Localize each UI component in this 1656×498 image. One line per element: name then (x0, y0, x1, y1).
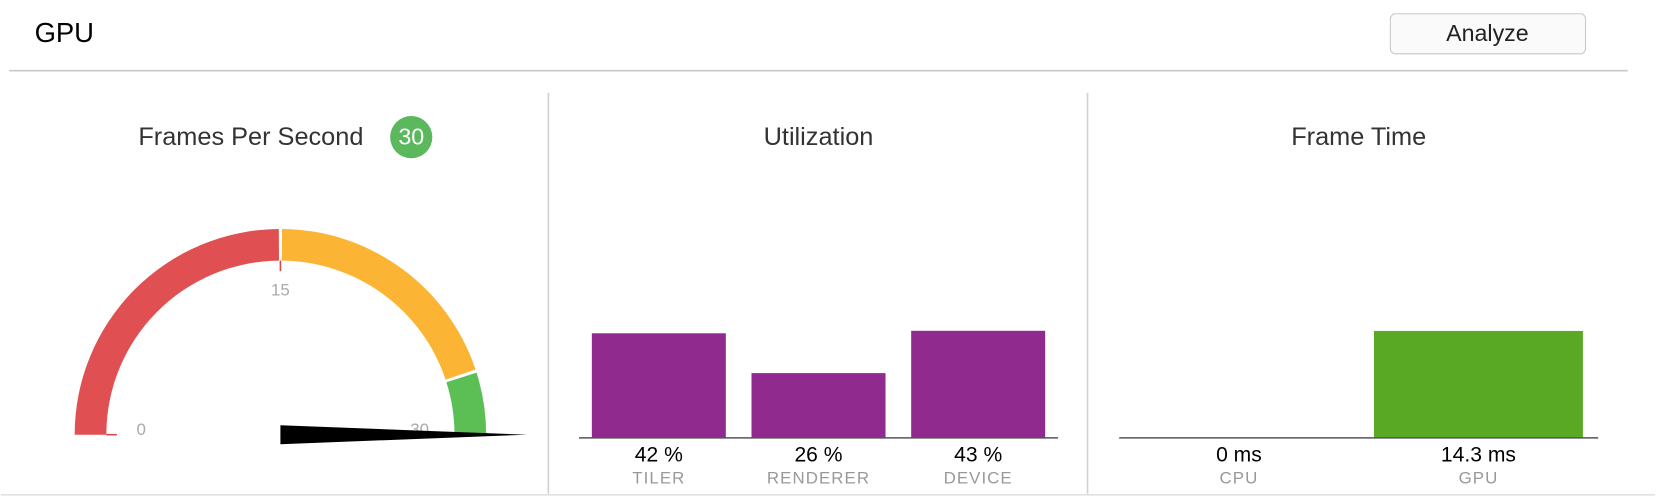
gauge-band (446, 372, 487, 435)
category-label: DEVICE (944, 468, 1013, 487)
chart-title: Frames Per Second (138, 123, 363, 151)
value-label: 0 ms (1216, 443, 1262, 466)
value-label: 42 % (635, 443, 683, 466)
gauge-band (281, 228, 476, 380)
category-label: RENDERER (767, 468, 870, 487)
gauge-needle (280, 425, 528, 445)
gauge-band (74, 228, 280, 435)
category-label: CPU (1220, 468, 1259, 487)
value-label: 14.3 ms (1441, 443, 1516, 466)
chart-title: Utilization (764, 123, 874, 151)
bar (1374, 330, 1583, 438)
gauge-tick-label: 15 (271, 281, 290, 300)
header-title: GPU (35, 17, 94, 48)
analyze-button-label[interactable]: Analyze (1446, 20, 1529, 46)
category-label: GPU (1459, 468, 1499, 487)
analyze-button[interactable] (1389, 13, 1587, 55)
bar (751, 373, 886, 438)
bar (591, 333, 726, 438)
fps-badge-value: 30 (398, 123, 424, 149)
value-label: 26 % (794, 443, 842, 466)
chart-title: Frame Time (1291, 123, 1426, 151)
value-label: 43 % (954, 443, 1002, 466)
fps-badge (390, 116, 433, 159)
gauge-tick-label: 0 (136, 420, 145, 439)
bar (911, 330, 1046, 438)
category-label: TILER (632, 468, 685, 487)
